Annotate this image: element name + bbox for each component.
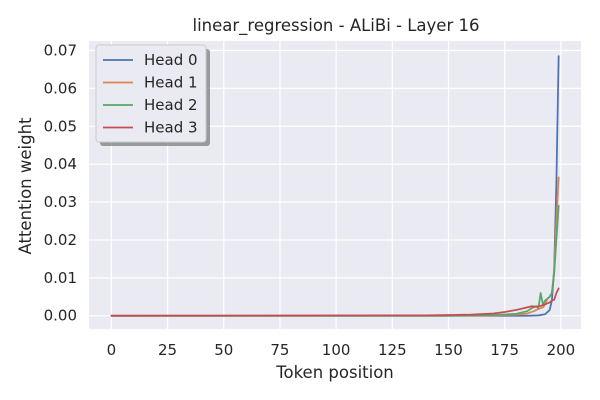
y-tick-label: 0.03: [44, 193, 77, 211]
y-axis-label: Attention weight: [16, 117, 35, 255]
legend-label: Head 1: [144, 74, 198, 92]
x-tick-label: 25: [158, 341, 177, 359]
y-tick-label: 0.01: [44, 269, 77, 287]
series-lines: [110, 55, 560, 317]
y-tick-labels: 0.00 0.01 0.02 0.03 0.04 0.05 0.06 0.07: [44, 41, 77, 324]
legend-label: Head 2: [144, 96, 198, 114]
x-tick-label: 125: [378, 341, 407, 359]
y-tick-label: 0.04: [44, 155, 77, 173]
x-tick-label: 0: [107, 341, 117, 359]
x-tick-label: 75: [270, 341, 289, 359]
x-tick-label: 200: [547, 341, 576, 359]
x-tick-label: 100: [322, 341, 351, 359]
y-tick-label: 0.00: [44, 307, 77, 325]
series-line-head-2: [110, 204, 560, 317]
y-tick-label: 0.06: [44, 79, 77, 97]
legend: Head 0 Head 1 Head 2 Head 3: [95, 44, 210, 146]
x-axis-label: Token position: [275, 363, 394, 382]
legend-label: Head 0: [144, 51, 198, 69]
chart-title: linear_regression - ALiBi - Layer 16: [193, 16, 480, 36]
x-tick-label: 50: [214, 341, 233, 359]
x-tick-label: 175: [490, 341, 519, 359]
x-tick-label: 150: [434, 341, 463, 359]
y-tick-label: 0.02: [44, 231, 77, 249]
legend-label: Head 3: [144, 119, 198, 137]
legend-box: [95, 44, 207, 143]
y-tick-label: 0.05: [44, 117, 77, 135]
series-line-head-3: [110, 287, 560, 317]
y-tick-label: 0.07: [44, 41, 77, 59]
x-tick-labels: 0 25 50 75 100 125 150 175 200: [107, 341, 576, 359]
